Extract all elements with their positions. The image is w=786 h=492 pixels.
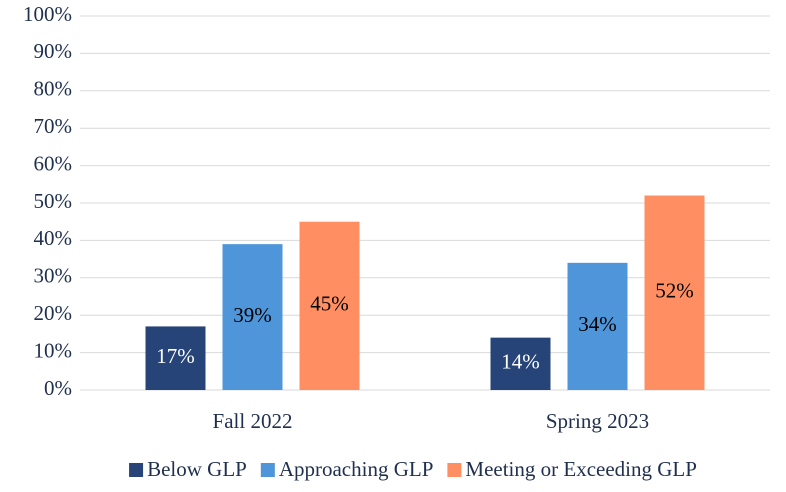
legend-swatch — [260, 463, 275, 477]
y-tick-label: 0% — [44, 376, 72, 400]
y-tick-label: 100% — [23, 2, 72, 26]
x-tick-label: Fall 2022 — [213, 409, 293, 433]
data-label: 52% — [655, 279, 694, 303]
x-tick-label: Spring 2023 — [546, 409, 649, 433]
data-label: 17% — [156, 344, 195, 368]
legend-label: Meeting or Exceeding GLP — [465, 457, 697, 481]
bar — [567, 262, 628, 390]
y-tick-label: 40% — [34, 226, 73, 250]
y-tick-label: 60% — [34, 151, 73, 175]
y-tick-label: 50% — [34, 189, 73, 213]
data-label: 45% — [310, 292, 349, 316]
y-tick-label: 80% — [34, 77, 73, 101]
legend-swatch — [129, 463, 144, 477]
bar — [145, 326, 206, 390]
bar — [222, 244, 283, 390]
bar — [299, 221, 360, 390]
legend-label: Approaching GLP — [279, 457, 434, 481]
data-label: 14% — [501, 350, 540, 374]
data-label: 39% — [233, 303, 272, 327]
y-tick-label: 20% — [34, 301, 73, 325]
y-tick-label: 90% — [34, 39, 73, 63]
bar — [644, 195, 705, 390]
y-tick-label: 70% — [34, 114, 73, 138]
y-tick-label: 30% — [34, 264, 73, 288]
bar — [490, 337, 551, 390]
y-tick-label: 10% — [34, 338, 73, 362]
legend-swatch — [447, 463, 462, 477]
data-label: 34% — [578, 312, 617, 336]
legend-label: Below GLP — [147, 457, 247, 481]
